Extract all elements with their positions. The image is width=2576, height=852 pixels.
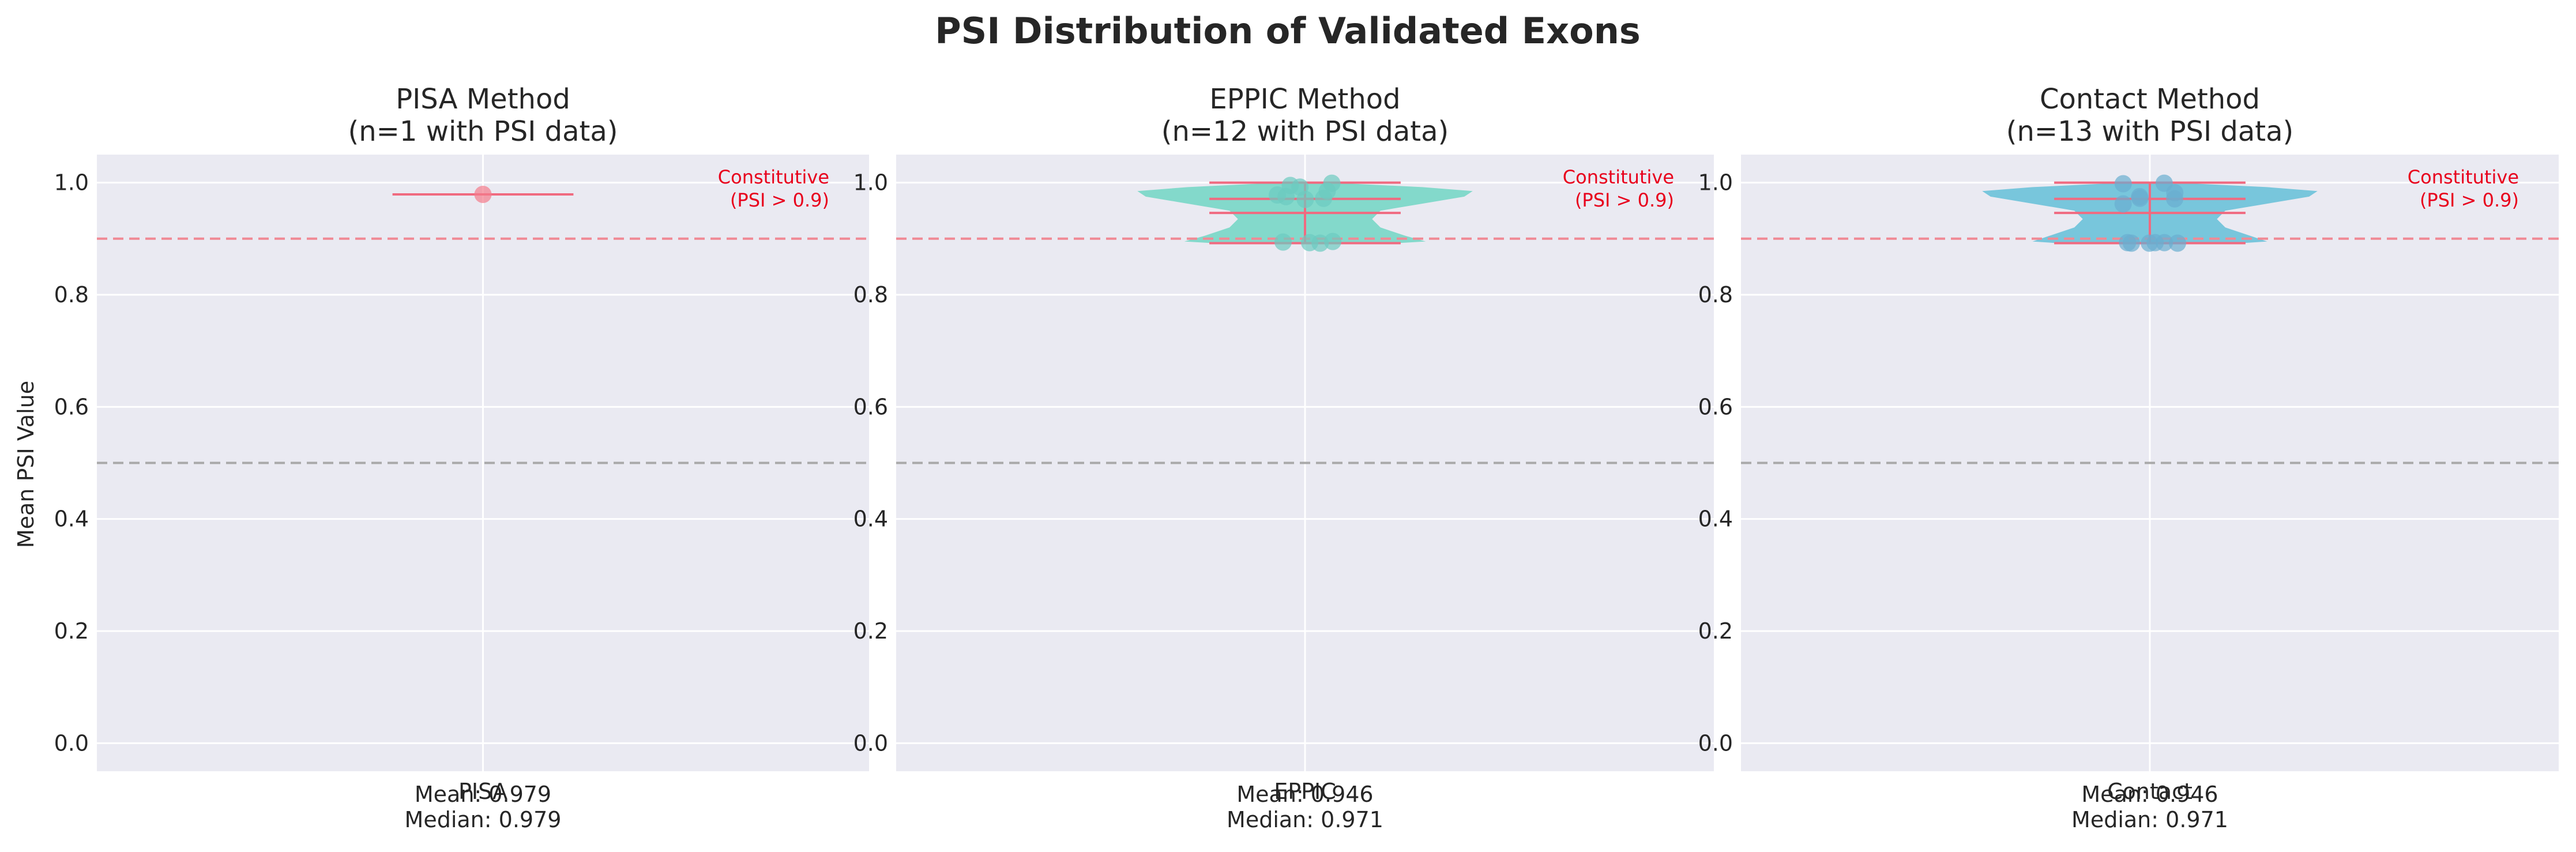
data-point — [1274, 233, 1292, 251]
data-point — [1311, 234, 1329, 252]
y-tick-label: 0.8 — [54, 282, 89, 307]
constitutive-annotation: Constitutive (PSI > 0.9) — [1563, 166, 1674, 211]
data-point — [2131, 189, 2149, 207]
stats-footer: Mean: 0.946 Median: 0.971 — [1227, 782, 1383, 832]
data-point — [2114, 195, 2132, 213]
y-tick-label: 0.6 — [853, 394, 888, 419]
y-tick-label: 0.4 — [1698, 506, 1733, 532]
data-point — [1296, 190, 1314, 208]
chart-panels: 0.0 0.2 0.4 0.6 0.8 1.0 PISA Method (n=1 with P… — [54, 83, 2559, 832]
data-point — [2166, 190, 2184, 208]
data-point — [1324, 232, 1342, 250]
y-tick-label: 0.6 — [54, 394, 89, 419]
constitutive-annotation: Constitutive (PSI > 0.9) — [2408, 166, 2519, 211]
stats-footer: Mean: 0.946 Median: 0.971 — [2071, 782, 2228, 832]
data-point — [2169, 234, 2186, 252]
data-point — [474, 186, 492, 203]
stats-footer: Mean: 0.979 Median: 0.979 — [405, 782, 562, 832]
y-tick-label: 0.2 — [54, 618, 89, 644]
data-point — [1277, 187, 1295, 205]
y-tick-label: 0.4 — [853, 506, 888, 532]
panel-eppic: 0.0 0.2 0.4 0.6 0.8 1.0 EPPIC Method (n=12 with… — [853, 83, 1714, 832]
y-tick-label: 0.2 — [1698, 618, 1733, 644]
x-tick-label: EPPIC — [1274, 779, 1336, 804]
y-tick-label: 1.0 — [54, 170, 89, 196]
y-tick-label: 0.0 — [1698, 730, 1733, 756]
data-point — [1315, 189, 1333, 207]
y-tick-label: 0.6 — [1698, 394, 1733, 419]
panel-pisa: 0.0 0.2 0.4 0.6 0.8 1.0 PISA Method (n=1 with P… — [54, 83, 869, 832]
y-tick-label: 0.4 — [54, 506, 89, 532]
data-point — [2114, 175, 2132, 193]
data-point — [2123, 234, 2140, 252]
y-tick-label: 0.0 — [54, 730, 89, 756]
y-tick-label: 0.0 — [853, 730, 888, 756]
panel-title: EPPIC Method (n=12 with PSI data) — [1161, 83, 1449, 148]
x-tick-label: Contact — [2107, 779, 2193, 804]
y-tick-label: 0.2 — [853, 618, 888, 644]
x-tick-label: PISA — [458, 779, 507, 804]
data-point — [2141, 234, 2158, 252]
y-tick-label: 1.0 — [853, 170, 888, 196]
panel-title: PISA Method (n=1 with PSI data) — [348, 83, 618, 148]
y-tick-label: 1.0 — [1698, 170, 1733, 196]
y-axis-label: Mean PSI Value — [13, 381, 39, 548]
figure-title: PSI Distribution of Validated Exons — [935, 10, 1641, 52]
y-tick-label: 0.8 — [853, 282, 888, 307]
panel-title: Contact Method (n=13 with PSI data) — [2006, 83, 2293, 148]
constitutive-annotation: Constitutive (PSI > 0.9) — [718, 166, 829, 211]
panel-contact: 0.0 0.2 0.4 0.6 0.8 1.0 Contact Method (n=13 wi… — [1698, 83, 2559, 832]
y-tick-label: 0.8 — [1698, 282, 1733, 307]
